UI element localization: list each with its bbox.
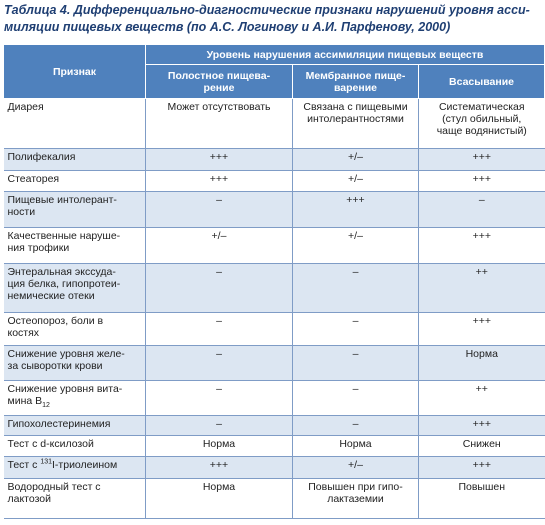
table-row: Пищевые интолерант- ности – +++ – (3, 191, 545, 228)
table-cell: ++ (417, 263, 545, 313)
table-cell: +++ (292, 191, 419, 228)
table-cell: +/– (145, 227, 293, 264)
cell-text: Тест с (7, 459, 41, 471)
table-cell: – (145, 312, 293, 346)
table-cell: Тест с d-ксилозой (3, 435, 146, 457)
table-cell: Норма (145, 435, 293, 457)
table-row: Тест с d-ксилозой Норма Норма Снижен (3, 435, 545, 457)
table-cell: Норма (417, 345, 545, 381)
table-cell: Стеаторея (3, 170, 146, 192)
table-cell: Гипохолестеринемия (3, 415, 146, 436)
table-cell: – (292, 380, 419, 416)
table-cell: Связана с пищевыми интолерантностями (292, 98, 419, 149)
table-cell: +++ (417, 148, 545, 171)
table-cell: Качественные наруше- ния трофики (3, 227, 146, 264)
table-cell: +++ (417, 170, 545, 192)
header-cell: Уровень нарушения ассимиляции пищевых ве… (144, 44, 545, 65)
table-cell: +++ (145, 456, 293, 479)
header-cell: Мембранное пище- варение (292, 64, 419, 99)
table-cell: Снижение уровня вита- мина B12 (3, 380, 146, 416)
table-cell: – (145, 191, 293, 228)
table-row: Тест с 131I-триолеином +++ +/– +++ (3, 456, 545, 479)
header-cell: Всасывание (417, 64, 545, 99)
table-row: Качественные наруше- ния трофики +/– +/– ++… (3, 227, 545, 264)
table-cell: – (292, 345, 419, 381)
table-cell: +++ (417, 456, 545, 479)
table-cell: Повышен при гипо- лактаземии (292, 478, 419, 519)
table-row: Гипохолестеринемия – – +++ (3, 415, 545, 436)
table-cell: +++ (417, 227, 545, 264)
table-cell: Водородный тест с лактозой (3, 478, 146, 519)
table-cell: +/– (292, 456, 419, 479)
table-cell: +++ (145, 170, 293, 192)
table-cell: – (292, 263, 419, 313)
table-cell: +++ (417, 312, 545, 346)
table-cell: Снижен (417, 435, 545, 457)
table-row: Стеаторея +++ +/– +++ (3, 170, 545, 192)
table-row: Полифекалия +++ +/– +++ (3, 148, 545, 171)
table-cell: +/– (292, 148, 419, 171)
table-cell: Остеопороз, боли в костях (3, 312, 146, 346)
table-cell: +/– (292, 170, 419, 192)
table-cell: ++ (417, 380, 545, 416)
table-cell: Пищевые интолерант- ности (3, 191, 146, 228)
header-cell: Признак (3, 44, 146, 99)
table-cell: +++ (417, 415, 545, 436)
table-cell: Энтеральная экссуда- ция белка, гипопрот… (3, 263, 146, 313)
cell-text: 12 (42, 402, 50, 410)
table-cell: – (145, 263, 293, 313)
table-row: Диарея Может отсутствовать Связана с пищев… (3, 98, 545, 149)
table-cell: – (145, 380, 293, 416)
table-row: Снижение уровня вита- мина B12– – ++ (3, 380, 545, 416)
table-cell: +/– (292, 227, 419, 264)
table-cell: Диарея (3, 98, 146, 149)
table-row: Водородный тест с лактозой Норма Повышен п… (3, 478, 545, 519)
table-cell: Повышен (417, 478, 545, 519)
table-cell: – (145, 345, 293, 381)
table-row: Остеопороз, боли в костях – – +++ (3, 312, 545, 346)
table-cell: Норма (145, 478, 293, 519)
table-cell: – (145, 415, 293, 436)
table-cell: +++ (145, 148, 293, 171)
table-row: Снижение уровня желе- за сыворотки крови… (3, 345, 545, 381)
table-cell: Систематическая (стул обильный, чаще вод… (417, 98, 545, 149)
table-cell: Может отсутствовать (145, 98, 293, 149)
cell-text: Снижение уровня вита- мина B (7, 383, 123, 407)
table: Признак Уровень нарушения ассимиляции пи… (3, 44, 545, 519)
table-cell: Тест с 131I-триолеином (3, 456, 146, 479)
table-cell: – (292, 312, 419, 346)
table-cell: – (292, 415, 419, 436)
cell-text: I-триолеином (52, 459, 118, 471)
table-cell: Снижение уровня желе- за сыворотки крови (3, 345, 146, 381)
table-cell: Норма (292, 435, 419, 457)
table-cell: Полифекалия (3, 148, 146, 171)
table-title: Таблица 4. Дифференциально-диагностическ… (4, 3, 530, 34)
cell-text: 131 (40, 458, 52, 466)
table-cell: – (417, 191, 545, 228)
header-cell: Полостное пищева- рение (145, 64, 293, 99)
table-row: Энтеральная экссуда- ция белка, гипопрот… (3, 263, 545, 313)
